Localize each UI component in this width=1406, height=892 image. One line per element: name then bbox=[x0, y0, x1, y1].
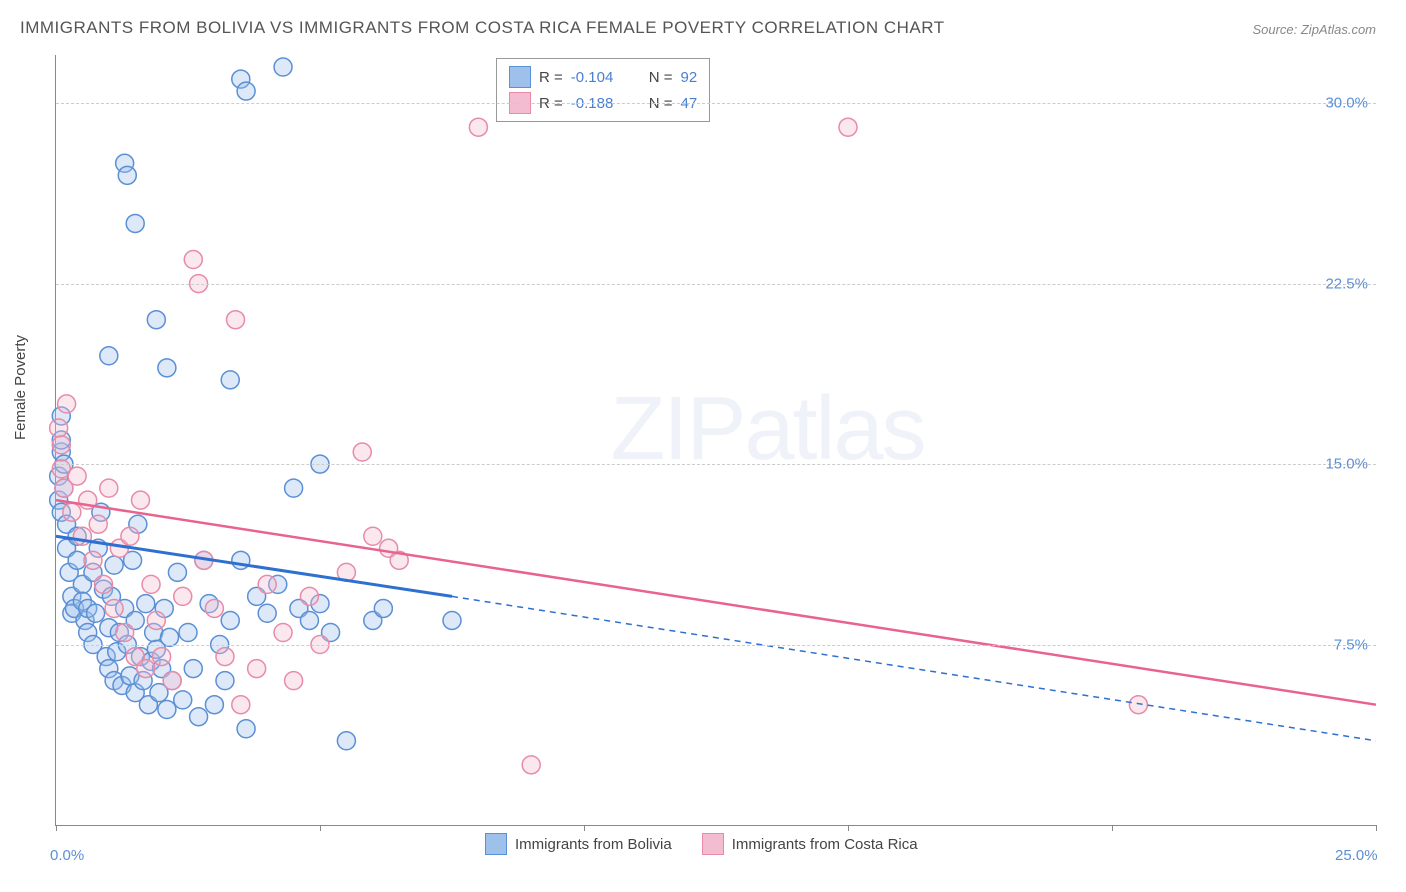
data-point bbox=[89, 515, 107, 533]
x-tick bbox=[848, 825, 849, 831]
data-point bbox=[153, 648, 171, 666]
data-point bbox=[58, 395, 76, 413]
legend-series: Immigrants from Bolivia Immigrants from C… bbox=[485, 833, 918, 855]
data-point bbox=[131, 491, 149, 509]
x-tick bbox=[584, 825, 585, 831]
legend-stats: R =-0.104N =92R =-0.188N =47 bbox=[496, 58, 710, 122]
data-point bbox=[443, 611, 461, 629]
data-point bbox=[248, 660, 266, 678]
data-point bbox=[216, 672, 234, 690]
data-point bbox=[52, 436, 70, 454]
y-tick-label: 15.0% bbox=[1325, 456, 1368, 473]
trend-line-extrapolated bbox=[452, 596, 1376, 740]
legend-label: Immigrants from Bolivia bbox=[515, 836, 672, 853]
chart-title: IMMIGRANTS FROM BOLIVIA VS IMMIGRANTS FR… bbox=[20, 18, 945, 38]
source-label: Source: ZipAtlas.com bbox=[1252, 22, 1376, 37]
y-axis-label: Female Poverty bbox=[12, 335, 29, 440]
data-point bbox=[522, 756, 540, 774]
data-point bbox=[174, 587, 192, 605]
data-point bbox=[1129, 696, 1147, 714]
data-point bbox=[163, 672, 181, 690]
y-tick-label: 30.0% bbox=[1325, 95, 1368, 112]
data-point bbox=[174, 691, 192, 709]
data-point bbox=[300, 587, 318, 605]
data-point bbox=[84, 551, 102, 569]
data-point bbox=[285, 479, 303, 497]
data-point bbox=[190, 708, 208, 726]
chart-container: IMMIGRANTS FROM BOLIVIA VS IMMIGRANTS FR… bbox=[0, 0, 1406, 892]
x-axis-max-label: 25.0% bbox=[1335, 847, 1378, 864]
data-point bbox=[285, 672, 303, 690]
data-point bbox=[100, 479, 118, 497]
data-point bbox=[179, 624, 197, 642]
data-point bbox=[237, 720, 255, 738]
r-value: -0.104 bbox=[571, 69, 631, 86]
data-point bbox=[274, 624, 292, 642]
y-tick-label: 7.5% bbox=[1334, 636, 1368, 653]
data-point bbox=[168, 563, 186, 581]
data-point bbox=[184, 660, 202, 678]
data-point bbox=[205, 696, 223, 714]
data-point bbox=[118, 166, 136, 184]
plot-area: ZIPatlas R =-0.104N =92R =-0.188N =47 7.… bbox=[55, 55, 1376, 826]
data-point bbox=[258, 575, 276, 593]
data-point bbox=[232, 696, 250, 714]
data-point bbox=[137, 660, 155, 678]
data-point bbox=[337, 732, 355, 750]
data-point bbox=[227, 311, 245, 329]
data-point bbox=[364, 527, 382, 545]
n-value: 92 bbox=[681, 69, 698, 86]
x-axis-min-label: 0.0% bbox=[50, 847, 84, 864]
x-tick bbox=[56, 825, 57, 831]
data-point bbox=[68, 467, 86, 485]
data-point bbox=[205, 599, 223, 617]
data-point bbox=[126, 214, 144, 232]
legend-swatch bbox=[485, 833, 507, 855]
data-point bbox=[116, 624, 134, 642]
data-point bbox=[50, 419, 68, 437]
data-point bbox=[300, 611, 318, 629]
data-point bbox=[105, 556, 123, 574]
data-point bbox=[839, 118, 857, 136]
data-point bbox=[469, 118, 487, 136]
data-point bbox=[374, 599, 392, 617]
gridline bbox=[56, 103, 1376, 104]
data-point bbox=[158, 701, 176, 719]
n-label: N = bbox=[649, 69, 673, 86]
legend-label: Immigrants from Costa Rica bbox=[732, 836, 918, 853]
data-point bbox=[87, 604, 105, 622]
legend-item: Immigrants from Bolivia bbox=[485, 833, 672, 855]
data-point bbox=[100, 347, 118, 365]
data-point bbox=[121, 527, 139, 545]
data-point bbox=[95, 575, 113, 593]
gridline bbox=[56, 645, 1376, 646]
data-point bbox=[216, 648, 234, 666]
x-tick bbox=[1376, 825, 1377, 831]
data-point bbox=[142, 575, 160, 593]
gridline bbox=[56, 464, 1376, 465]
legend-item: Immigrants from Costa Rica bbox=[702, 833, 918, 855]
data-point bbox=[221, 371, 239, 389]
gridline bbox=[56, 284, 1376, 285]
data-point bbox=[147, 311, 165, 329]
data-point bbox=[258, 604, 276, 622]
data-point bbox=[147, 611, 165, 629]
x-tick bbox=[1112, 825, 1113, 831]
data-point bbox=[184, 251, 202, 269]
data-point bbox=[237, 82, 255, 100]
data-point bbox=[105, 599, 123, 617]
legend-stat-row: R = -0.104 N = 92 bbox=[509, 64, 697, 90]
x-tick bbox=[320, 825, 321, 831]
data-point bbox=[274, 58, 292, 76]
chart-svg bbox=[56, 55, 1376, 825]
legend-swatch bbox=[509, 66, 531, 88]
data-point bbox=[63, 503, 81, 521]
data-point bbox=[221, 611, 239, 629]
data-point bbox=[353, 443, 371, 461]
data-point bbox=[137, 595, 155, 613]
r-label: R = bbox=[539, 69, 563, 86]
data-point bbox=[158, 359, 176, 377]
y-tick-label: 22.5% bbox=[1325, 275, 1368, 292]
legend-swatch bbox=[702, 833, 724, 855]
